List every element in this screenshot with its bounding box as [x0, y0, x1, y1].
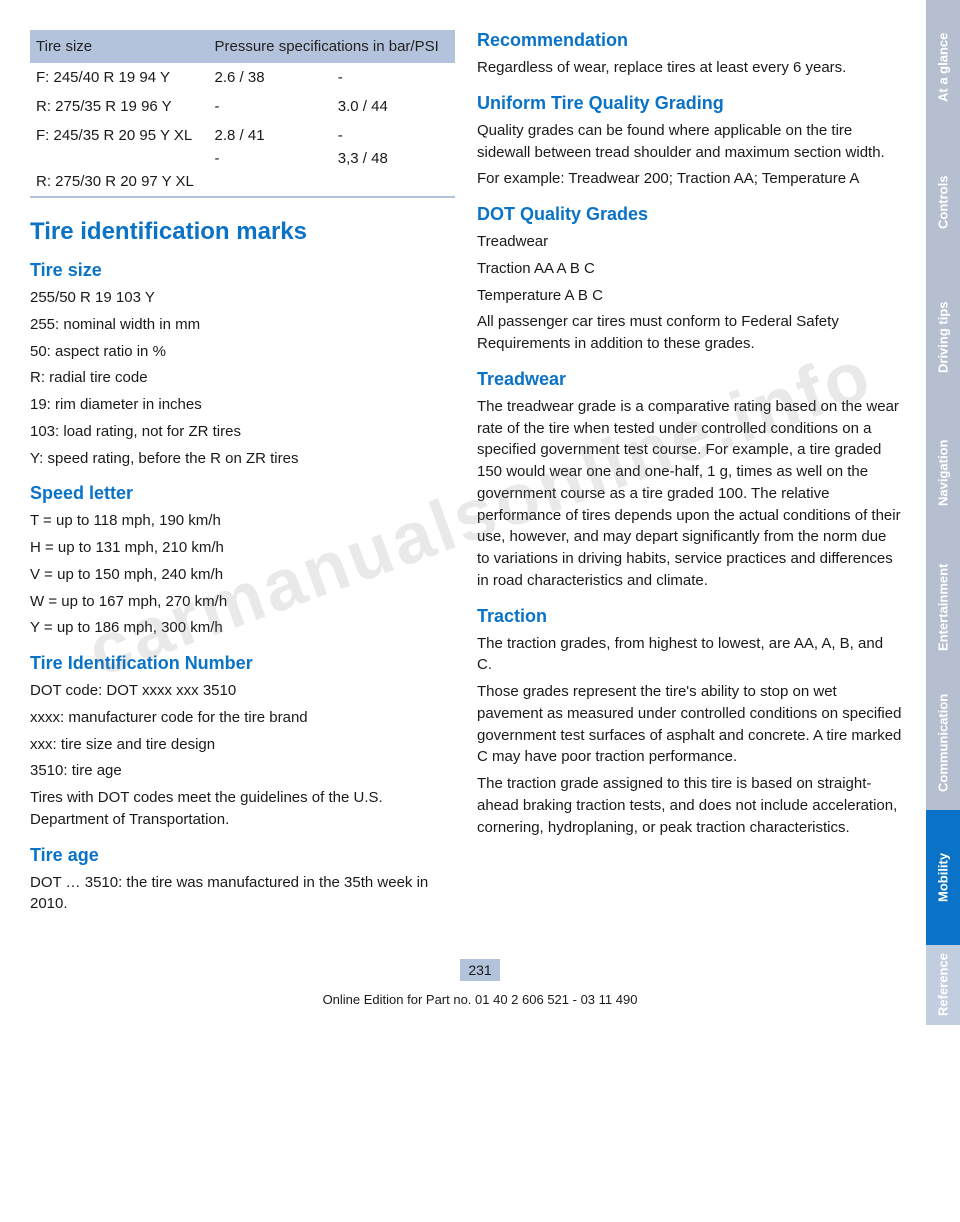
left-column: Tire size Pressure specifications in bar…	[30, 30, 455, 1015]
tab-navigation[interactable]: Navigation	[926, 405, 960, 540]
body-text: Those grades represent the tire's abilit…	[477, 681, 902, 768]
body-text: The traction grade assigned to this tire…	[477, 773, 902, 838]
tab-controls[interactable]: Controls	[926, 135, 960, 270]
body-text: Quality grades can be found where applic…	[477, 120, 902, 164]
tab-mobility[interactable]: Mobility	[926, 810, 960, 945]
th-pressure: Pressure specifications in bar/PSI	[209, 30, 456, 63]
body-text: DOT … 3510: the tire was manufactured in…	[30, 872, 455, 916]
heading-dot-grades: DOT Quality Grades	[477, 204, 902, 225]
body-text: R: radial tire code	[30, 367, 455, 389]
tab-reference[interactable]: Reference	[926, 945, 960, 1025]
body-text: Tires with DOT codes meet the guidelines…	[30, 787, 455, 831]
tab-at-a-glance[interactable]: At a glance	[926, 0, 960, 135]
body-text: 255: nominal width in mm	[30, 314, 455, 336]
heading-traction: Traction	[477, 606, 902, 627]
th-size: Tire size	[30, 30, 209, 63]
body-text: H = up to 131 mph, 210 km/h	[30, 537, 455, 559]
body-text: xxx: tire size and tire design	[30, 734, 455, 756]
body-text: xxxx: manufacturer code for the tire bra…	[30, 707, 455, 729]
body-text: Traction AA A B C	[477, 258, 902, 280]
body-text: Temperature A B C	[477, 285, 902, 307]
table-row: F: 245/40 R 19 94 Y 2.6 / 38 -	[30, 63, 455, 92]
body-text: For example: Treadwear 200; Traction AA;…	[477, 168, 902, 190]
body-text: The traction grades, from highest to low…	[477, 633, 902, 677]
body-text: All passenger car tires must conform to …	[477, 311, 902, 355]
heading-recommendation: Recommendation	[477, 30, 902, 51]
tab-entertainment[interactable]: Entertainment	[926, 540, 960, 675]
page-number: 231	[460, 959, 500, 981]
body-text: 103: load rating, not for ZR tires	[30, 421, 455, 443]
heading-tire-age: Tire age	[30, 845, 455, 866]
section-tabs: At a glance Controls Driving tips Naviga…	[926, 0, 960, 1025]
body-text: V = up to 150 mph, 240 km/h	[30, 564, 455, 586]
heading-tire-size: Tire size	[30, 260, 455, 281]
table-row: R: 275/35 R 19 96 Y - 3.0 / 44	[30, 92, 455, 121]
tab-driving-tips[interactable]: Driving tips	[926, 270, 960, 405]
body-text: T = up to 118 mph, 190 km/h	[30, 510, 455, 532]
right-column: Recommendation Regardless of wear, repla…	[477, 30, 902, 1015]
body-text: 50: aspect ratio in %	[30, 341, 455, 363]
body-text: 255/50 R 19 103 Y	[30, 287, 455, 309]
pressure-table: Tire size Pressure specifications in bar…	[30, 30, 455, 196]
heading-tin: Tire Identification Number	[30, 653, 455, 674]
body-text: Y: speed rating, before the R on ZR tire…	[30, 448, 455, 470]
tab-communication[interactable]: Communication	[926, 675, 960, 810]
heading-tire-id: Tire identification marks	[30, 218, 455, 246]
body-text: 3510: tire age	[30, 760, 455, 782]
body-text: Y = up to 186 mph, 300 km/h	[30, 617, 455, 639]
heading-utqg: Uniform Tire Quality Grading	[477, 93, 902, 114]
table-row: - 3,3 / 48	[30, 150, 455, 173]
body-text: 19: rim diameter in inches	[30, 394, 455, 416]
table-row: R: 275/30 R 20 97 Y XL	[30, 173, 455, 196]
body-text: Regardless of wear, replace tires at lea…	[477, 57, 902, 79]
footer-text: Online Edition for Part no. 01 40 2 606 …	[0, 992, 960, 1007]
body-text: W = up to 167 mph, 270 km/h	[30, 591, 455, 613]
body-text: The treadwear grade is a comparative rat…	[477, 396, 902, 592]
table-row: F: 245/35 R 20 95 Y XL 2.8 / 41 -	[30, 121, 455, 150]
heading-speed-letter: Speed letter	[30, 483, 455, 504]
body-text: Treadwear	[477, 231, 902, 253]
heading-treadwear: Treadwear	[477, 369, 902, 390]
body-text: DOT code: DOT xxxx xxx 3510	[30, 680, 455, 702]
